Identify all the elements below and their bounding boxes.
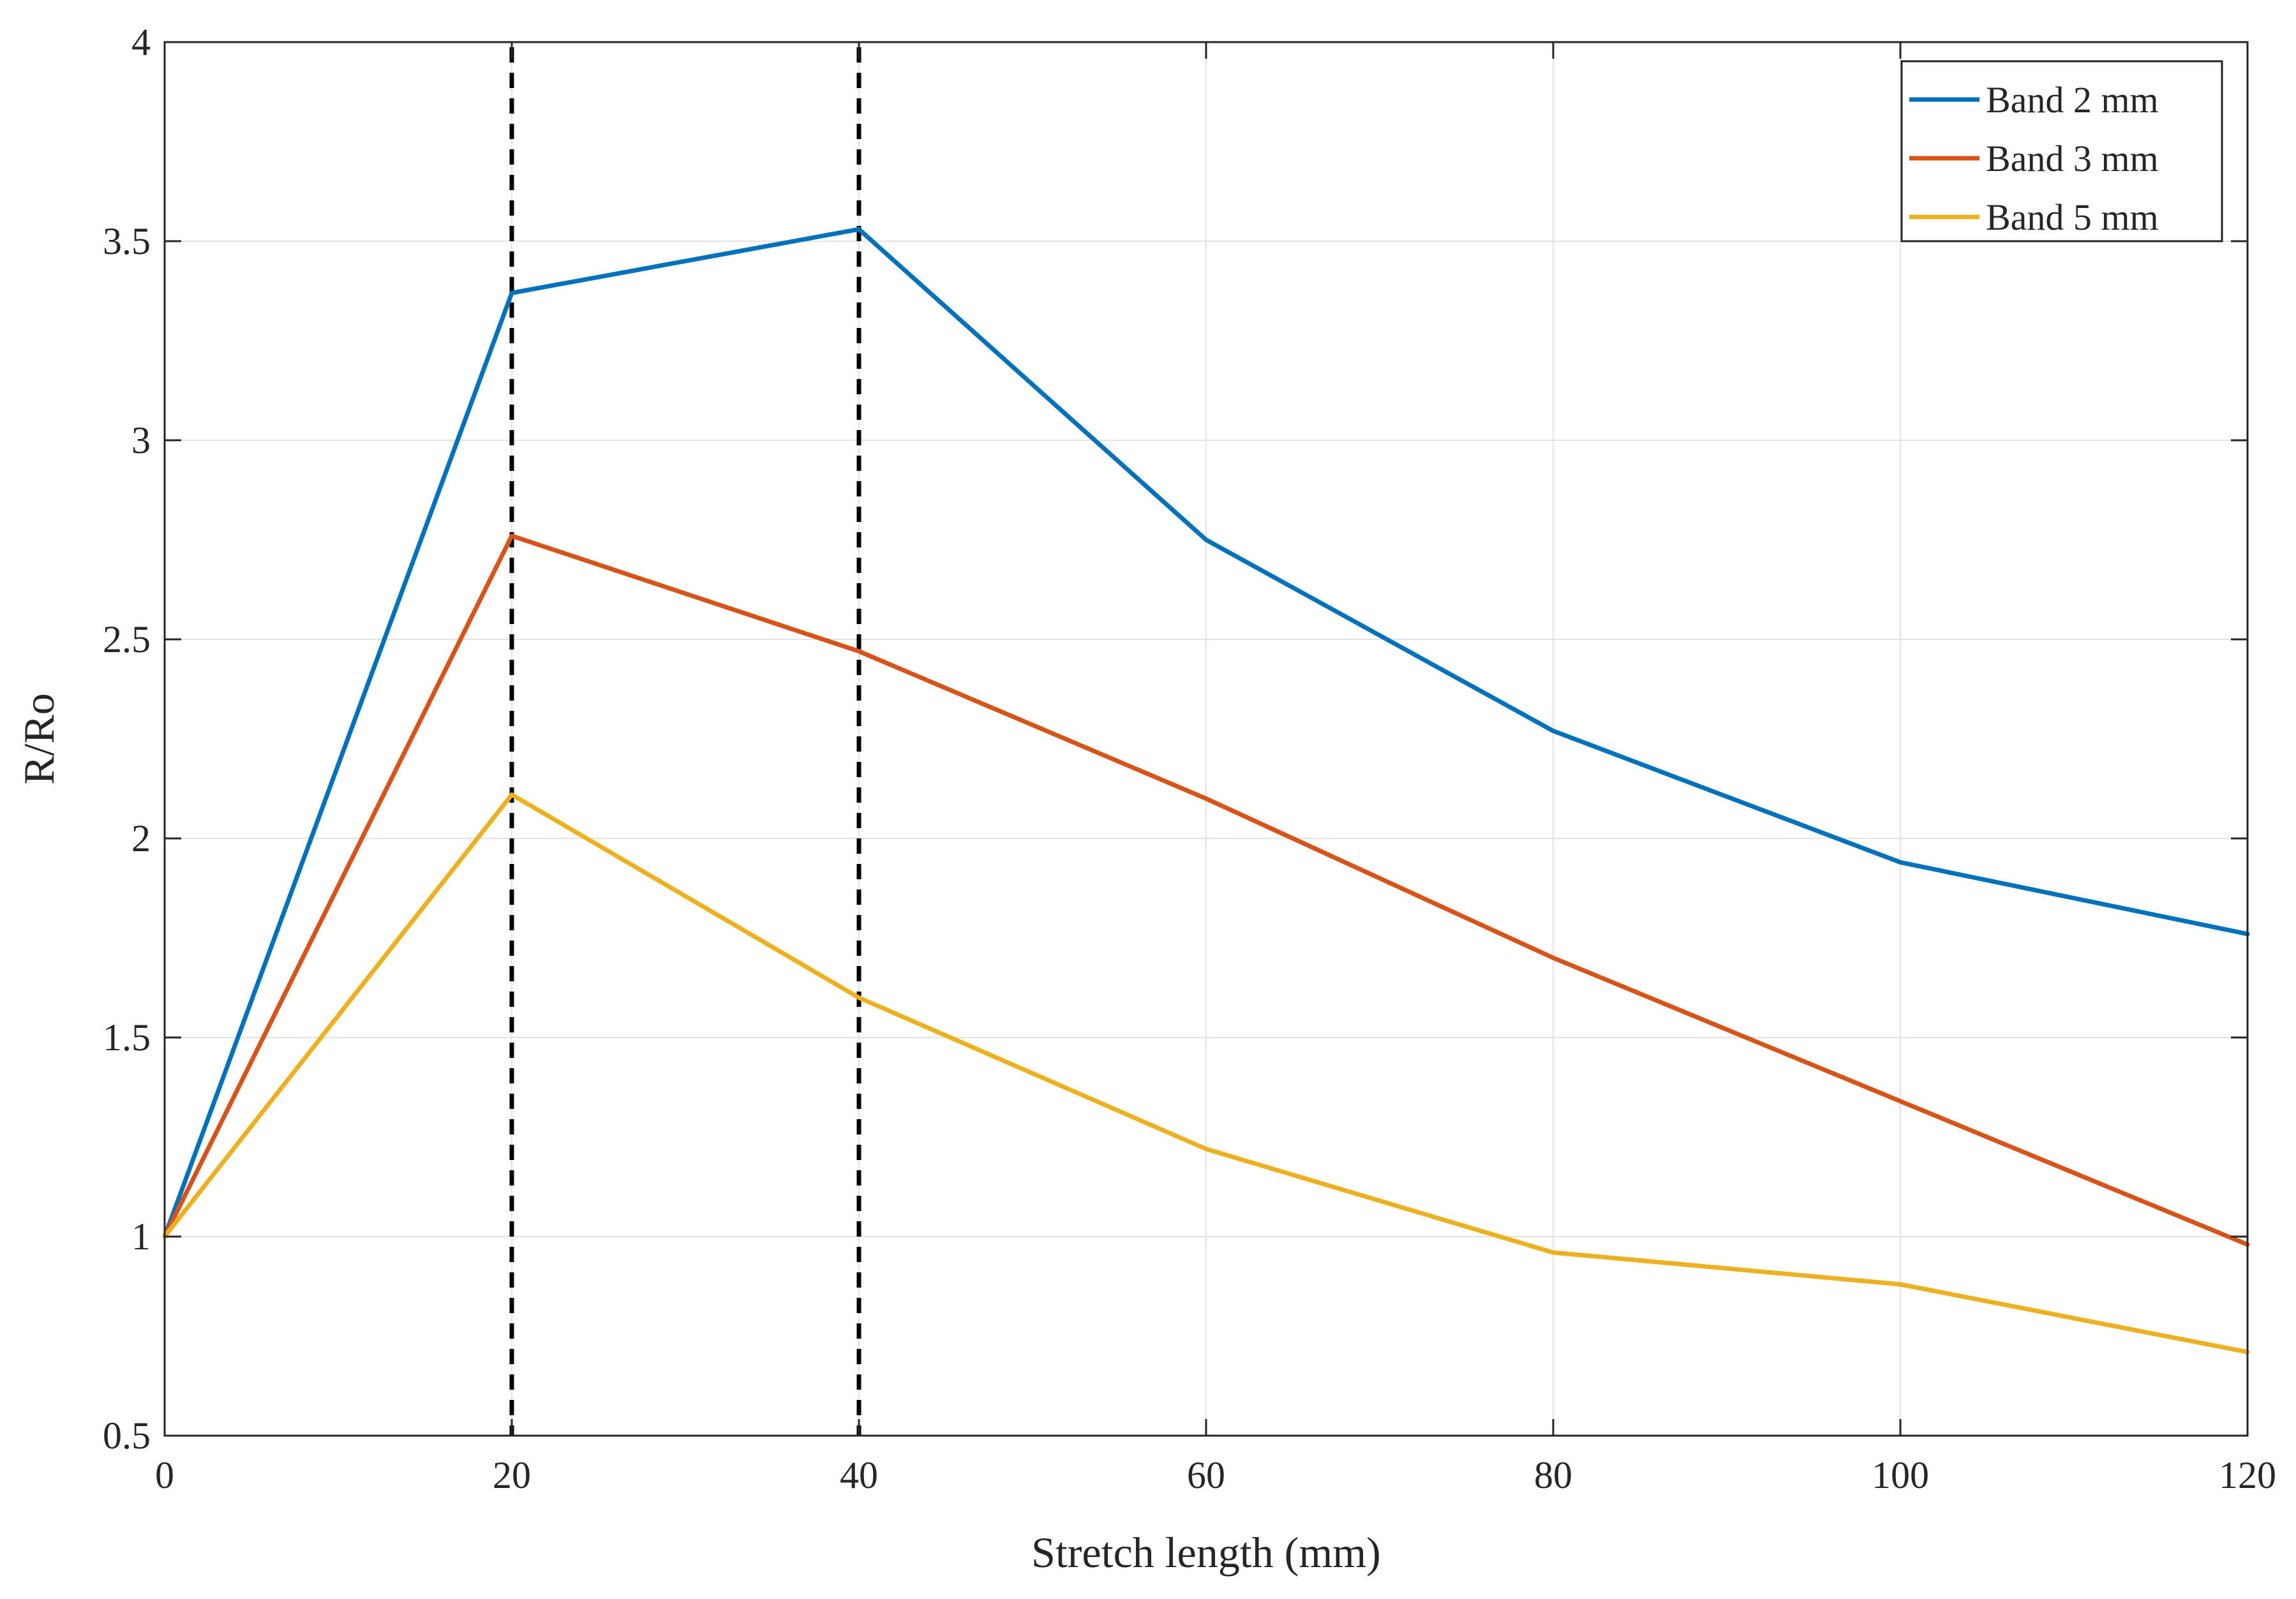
y-tick-label: 4 <box>131 21 151 63</box>
series-line-band-5-mm <box>162 792 2250 1355</box>
legend-box <box>1900 60 2223 242</box>
x-tick-label: 100 <box>1872 1454 1929 1496</box>
x-tick-labels: 0 20 40 60 80 100 120 <box>155 1454 2276 1496</box>
x-tick-label: 60 <box>1187 1454 1225 1496</box>
series-line-band-2-mm <box>162 227 2250 1239</box>
series-line-band-3-mm <box>162 533 2250 1247</box>
y-tick-label: 0.5 <box>103 1415 151 1457</box>
reference-lines <box>509 47 861 1436</box>
y-tick-label: 1 <box>131 1216 151 1258</box>
y-tick-label: 3 <box>131 419 151 461</box>
x-tick-label: 120 <box>2219 1454 2276 1496</box>
y-tick-label: 2.5 <box>103 618 151 660</box>
legend-entry: Band 2 mm <box>1986 79 2159 121</box>
y-tick-labels: 0.5 1 1.5 2 2.5 3 3.5 4 <box>103 21 151 1457</box>
x-axis-label: Stretch length (mm) <box>1031 1528 1381 1577</box>
y-axis-label: R/Ro <box>15 693 63 785</box>
x-tick-label: 40 <box>840 1454 878 1496</box>
y-tick-label: 2 <box>131 817 151 859</box>
axis-ticks <box>163 41 2249 1437</box>
x-tick-label: 20 <box>493 1454 531 1496</box>
legend: Band 2 mm Band 3 mm Band 5 mm <box>1900 60 2223 242</box>
x-tick-label: 80 <box>1534 1454 1572 1496</box>
legend-entry: Band 3 mm <box>1986 138 2159 179</box>
y-tick-label: 1.5 <box>103 1016 151 1059</box>
x-tick-label: 0 <box>155 1454 174 1496</box>
series-lines <box>162 227 2250 1355</box>
legend-entry: Band 5 mm <box>1986 197 2159 238</box>
y-tick-label: 3.5 <box>103 220 151 262</box>
